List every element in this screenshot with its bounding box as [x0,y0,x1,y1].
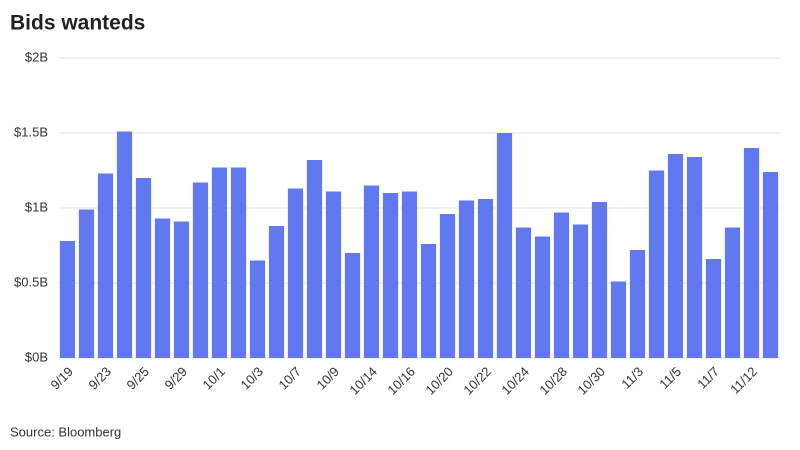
bar [230,167,247,358]
x-tick-label: 9/23 [86,364,115,393]
bar [268,226,285,358]
x-tick-label: 11/5 [656,364,684,392]
x-tick-label: 10/22 [460,364,494,398]
y-tick-label: $0.5B [14,274,48,289]
bar [572,224,589,358]
bar [610,281,627,358]
bar [97,173,114,358]
bar [211,167,228,358]
bar [439,214,456,358]
bar [629,250,646,358]
bar [515,227,532,358]
x-tick-label: 11/3 [618,364,646,392]
x-tick-label: 10/1 [200,364,229,393]
bar [135,178,152,358]
x-tick-label: 10/16 [384,364,418,398]
y-tick-label: $1B [25,199,48,214]
bar [116,131,133,358]
x-tick-label: 10/30 [574,364,608,398]
x-tick-label: 10/20 [422,364,456,398]
y-tick-label: $2B [25,49,48,64]
bar [249,260,266,358]
bar [78,209,95,358]
bar [534,236,551,358]
x-tick-label: 10/28 [536,364,570,398]
bar [496,133,513,358]
bar [686,157,703,358]
x-tick-label: 9/29 [162,364,191,393]
bar [705,259,722,358]
x-tick-label: 10/24 [498,364,532,398]
bar [363,185,380,358]
source-note: Source: Bloomberg [10,424,121,439]
bar [325,191,342,358]
bar [762,172,779,358]
x-tick-label: 11/7 [694,364,722,392]
bar [648,170,665,358]
bar [306,160,323,358]
x-tick-label: 10/3 [238,364,267,393]
y-tick-label: $1.5B [14,124,48,139]
bar [667,154,684,358]
bar [154,218,171,358]
bar [743,148,760,358]
bar [401,191,418,358]
x-tick-label: 10/7 [276,364,305,393]
bar [458,200,475,358]
y-tick-label: $0B [25,349,48,364]
x-tick-label: 10/14 [346,364,380,398]
bar [382,193,399,358]
bar [287,188,304,358]
bar [344,253,361,358]
x-tick-label: 9/25 [124,364,153,393]
bar [591,202,608,358]
x-tick-label: 11/12 [727,364,760,397]
bar [173,221,190,358]
bar [477,199,494,358]
bar [553,212,570,358]
bar [420,244,437,358]
x-tick-label: 9/19 [48,364,77,393]
x-tick-label: 10/9 [314,364,343,393]
bar [59,241,76,358]
bar [724,227,741,358]
bar [192,182,209,358]
chart-title: Bids wanteds [10,12,145,35]
